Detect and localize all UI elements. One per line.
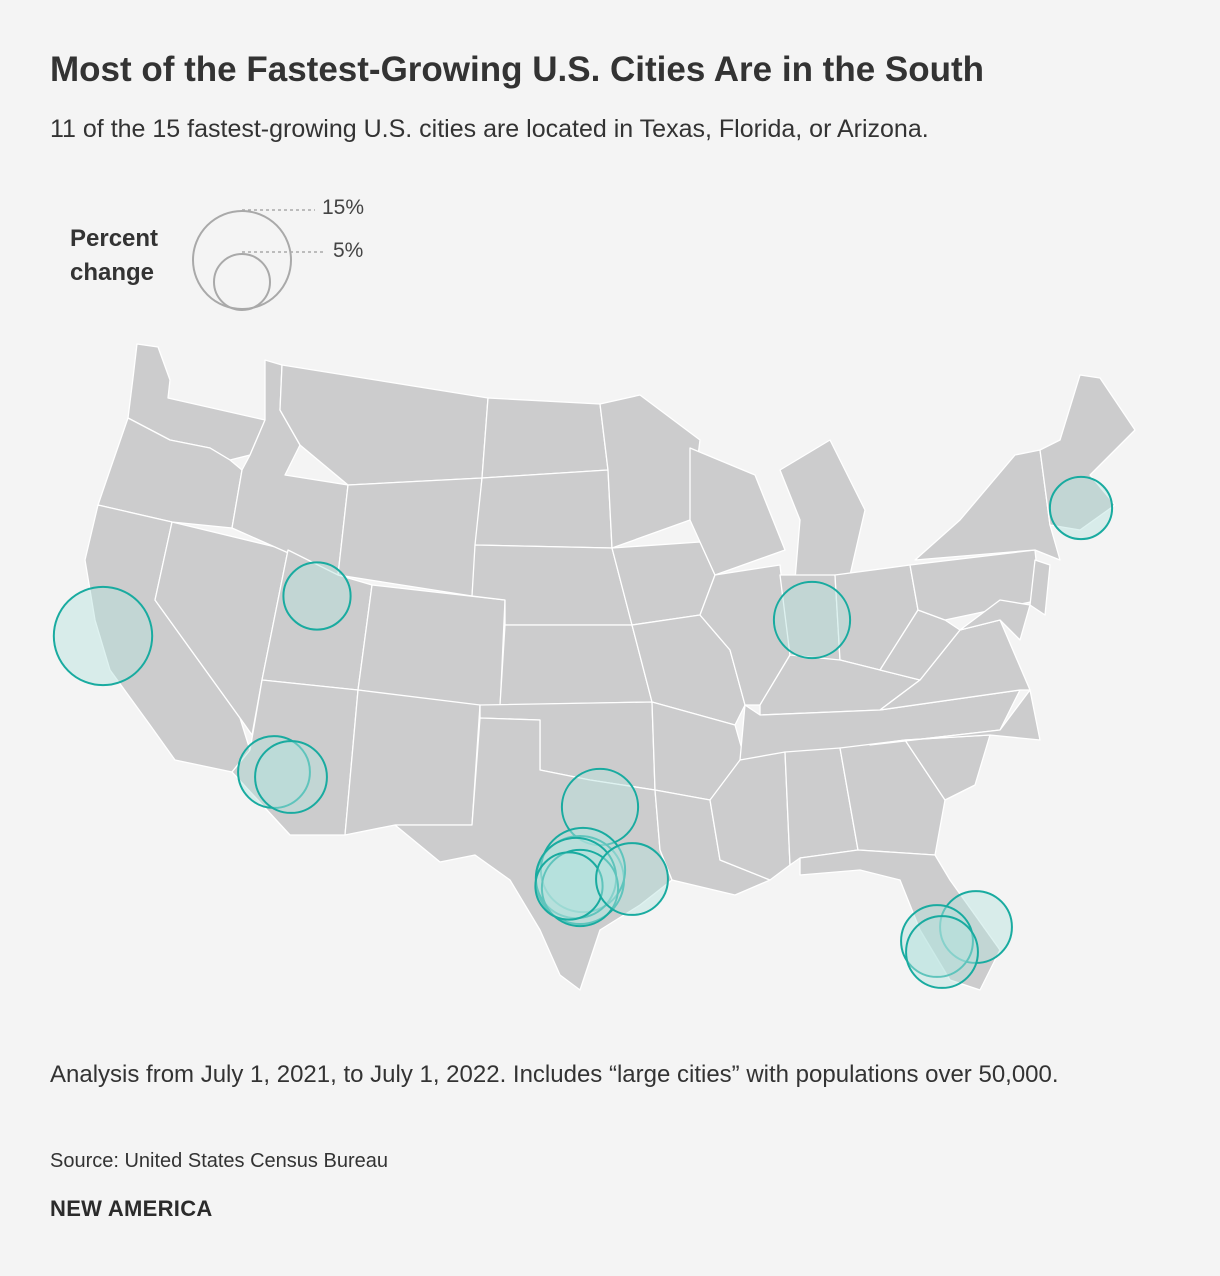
legend-value-large: 15% — [322, 196, 365, 219]
city-circle — [52, 585, 154, 687]
us-landmass — [84, 343, 1136, 991]
state-maryland-delaware — [959, 599, 1031, 641]
city-circle — [1048, 475, 1114, 541]
legend-circle-large — [192, 210, 292, 310]
us-map — [52, 343, 1136, 991]
state-minnesota — [599, 394, 701, 549]
state-north-dakota — [481, 397, 609, 479]
source-note: Source: United States Census Bureau — [50, 1150, 388, 1172]
city-circle — [772, 580, 852, 660]
city-circle — [595, 842, 669, 916]
state-new-jersey — [1029, 559, 1051, 616]
state-new-mexico — [344, 689, 481, 836]
state-wyoming — [337, 477, 483, 597]
state-montana — [279, 364, 489, 486]
state-florida — [799, 849, 1001, 991]
state-new-york — [914, 449, 1061, 561]
state-colorado — [357, 584, 506, 711]
analysis-note: Analysis from July 1, 2021, to July 1, 2… — [50, 1061, 1059, 1088]
city-circle — [905, 915, 979, 989]
state-new-england — [1039, 374, 1136, 531]
legend-value-small: 5% — [333, 239, 364, 262]
city-circle — [282, 561, 352, 631]
chart-title: Most of the Fastest-Growing U.S. Cities … — [50, 50, 985, 89]
city-circles — [52, 475, 1114, 989]
legend-circles — [192, 209, 325, 311]
city-circle — [534, 851, 604, 921]
legend-circle-small — [213, 253, 271, 311]
state-north-carolina — [869, 689, 1041, 746]
legend-label: Percent change — [70, 225, 159, 286]
state-washington — [127, 343, 266, 461]
state-michigan — [779, 439, 866, 581]
state-kansas — [499, 624, 653, 706]
city-circle — [900, 904, 974, 978]
city-circle — [254, 740, 328, 814]
state-west-virginia — [879, 609, 961, 681]
chart-subtitle: 11 of the 15 fastest-growing U.S. cities… — [50, 115, 929, 143]
state-texas — [394, 717, 673, 991]
state-south-dakota — [474, 469, 613, 549]
brand-logo: NEW AMERICA — [50, 1196, 213, 1221]
